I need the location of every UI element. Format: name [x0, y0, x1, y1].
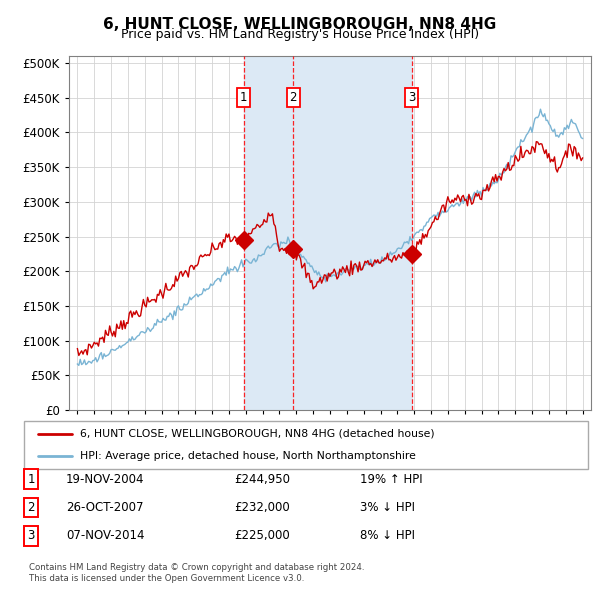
Text: 3: 3 [408, 91, 415, 104]
Text: HPI: Average price, detached house, North Northamptonshire: HPI: Average price, detached house, Nort… [80, 451, 416, 461]
Text: 3: 3 [28, 529, 35, 542]
Text: £232,000: £232,000 [234, 501, 290, 514]
Text: Price paid vs. HM Land Registry's House Price Index (HPI): Price paid vs. HM Land Registry's House … [121, 28, 479, 41]
Text: Contains HM Land Registry data © Crown copyright and database right 2024.: Contains HM Land Registry data © Crown c… [29, 563, 364, 572]
Text: 19-NOV-2004: 19-NOV-2004 [66, 473, 145, 486]
Text: 6, HUNT CLOSE, WELLINGBOROUGH, NN8 4HG (detached house): 6, HUNT CLOSE, WELLINGBOROUGH, NN8 4HG (… [80, 429, 435, 439]
Text: 2: 2 [290, 91, 297, 104]
Text: 1: 1 [28, 473, 35, 486]
Text: £225,000: £225,000 [234, 529, 290, 542]
Text: £244,950: £244,950 [234, 473, 290, 486]
Text: 07-NOV-2014: 07-NOV-2014 [66, 529, 145, 542]
Text: 19% ↑ HPI: 19% ↑ HPI [360, 473, 422, 486]
Text: 2: 2 [28, 501, 35, 514]
Text: 1: 1 [240, 91, 248, 104]
Bar [244, 56, 412, 410]
Text: This data is licensed under the Open Government Licence v3.0.: This data is licensed under the Open Gov… [29, 574, 304, 583]
Text: 26-OCT-2007: 26-OCT-2007 [66, 501, 143, 514]
FancyBboxPatch shape [24, 421, 588, 469]
Text: 6, HUNT CLOSE, WELLINGBOROUGH, NN8 4HG: 6, HUNT CLOSE, WELLINGBOROUGH, NN8 4HG [103, 17, 497, 31]
Text: 3% ↓ HPI: 3% ↓ HPI [360, 501, 415, 514]
Text: 8% ↓ HPI: 8% ↓ HPI [360, 529, 415, 542]
